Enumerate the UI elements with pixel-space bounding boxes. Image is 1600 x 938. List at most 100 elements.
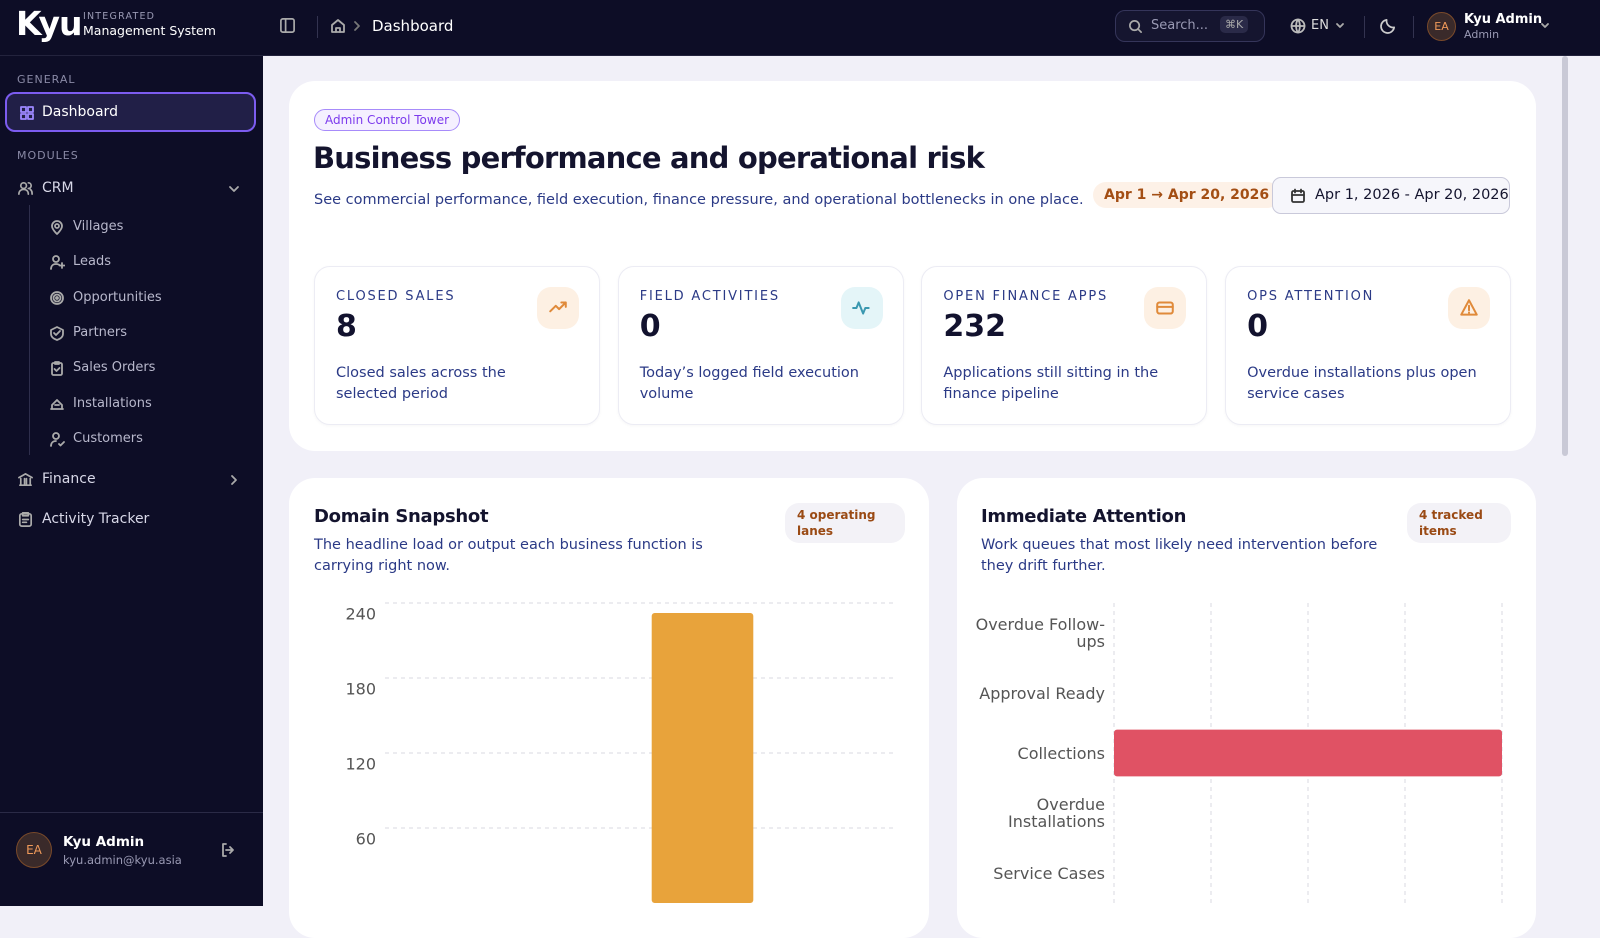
icon <box>50 431 65 447</box>
home-icon[interactable] <box>330 18 346 34</box>
page-subtitle: See commercial performance, field execut… <box>314 192 1084 208</box>
kpi-label: OPS ATTENTION <box>1247 289 1375 304</box>
nav-label[interactable]: Activity Tracker <box>42 511 150 527</box>
y-tick-label: Collections <box>1017 743 1105 763</box>
kpi-card: CLOSED SALES 8 Closed sales across the sel… <box>314 266 600 425</box>
badge: Admin Control Tower <box>314 109 461 131</box>
nav-label: Dashboard <box>42 104 118 120</box>
y-tick-label: Overdue Follow-ups <box>975 615 1105 651</box>
page-title: Business performance and operational ris… <box>313 141 985 175</box>
bar <box>1114 729 1502 777</box>
nav-sub-label[interactable]: Installations <box>73 395 152 411</box>
kpi-card: OPEN FINANCE APPS 232 Applications still s… <box>921 266 1208 425</box>
nav-sub-label[interactable]: Villages <box>73 219 124 234</box>
icon <box>851 301 870 315</box>
y-tick-label: 180 <box>345 680 376 699</box>
user-chevron[interactable] <box>1540 22 1550 30</box>
nav-icon <box>18 181 33 196</box>
charts: 60 120 180 240 <box>345 602 1503 903</box>
language[interactable]: EN <box>1311 18 1329 33</box>
nav-sub-label[interactable]: Opportunities <box>73 289 162 305</box>
y-tick-label: 60 <box>356 830 376 849</box>
language-chevron <box>1336 23 1344 28</box>
kpi-icon <box>840 287 883 329</box>
icon <box>50 398 64 410</box>
nav-sub-label[interactable]: Sales Orders <box>73 360 156 376</box>
brand[interactable]: Kyu <box>16 4 82 43</box>
divider <box>0 812 263 813</box>
y-tick-label: 120 <box>345 755 376 774</box>
shortcut: ⌘K <box>1220 16 1249 33</box>
nav-sub-label[interactable]: Customers <box>73 430 143 446</box>
chevron-right[interactable] <box>229 474 239 486</box>
brand-sub: Management System <box>83 23 216 38</box>
bar <box>651 613 754 903</box>
kpi-description: Today’s logged field execution volume <box>639 365 859 402</box>
logout-button[interactable] <box>220 842 236 858</box>
section-label: MODULES <box>17 149 79 162</box>
icon <box>50 255 66 271</box>
breadcrumb-chevron <box>354 21 360 31</box>
panel-badge: 4 operating lanes <box>785 503 905 543</box>
date-range: Apr 1, 2026 - Apr 20, 2026 <box>1315 187 1509 203</box>
nav-label[interactable]: CRM <box>42 180 74 196</box>
nav-label[interactable]: Finance <box>42 471 96 487</box>
search-placeholder: Search... <box>1151 18 1209 33</box>
nav-icon <box>49 290 65 310</box>
icon <box>50 290 64 305</box>
breadcrumb[interactable]: Dashboard <box>372 17 454 35</box>
kpi-icon <box>537 287 579 329</box>
kpi-icon <box>1448 287 1491 329</box>
search-box[interactable]: Search... ⌘K <box>1115 10 1265 42</box>
kpi-card: FIELD ACTIVITIES 0 Today’s logged field ex… <box>617 266 904 425</box>
icon <box>51 361 63 377</box>
avatar[interactable]: EA <box>1427 12 1456 41</box>
y-tick-label: Overdue Installations <box>1008 795 1105 831</box>
nav-sub-label[interactable]: Leads <box>73 254 112 270</box>
icon <box>549 301 567 313</box>
date-picker[interactable]: Apr 1, 2026 - Apr 20, 2026 <box>1272 177 1510 214</box>
nav-icon <box>49 254 66 274</box>
user-email: kyu.admin@kyu.asia <box>63 853 182 867</box>
sidebar-toggle[interactable] <box>279 17 296 34</box>
nav-icon <box>49 325 65 345</box>
panel-subtitle: The headline load or output each busines… <box>314 537 703 574</box>
nav-icon <box>49 396 65 416</box>
calendar-icon <box>1291 188 1305 203</box>
tree-line <box>29 205 30 455</box>
kpi-value: 8 <box>336 309 357 344</box>
kpi-card: OPS ATTENTION 0 Overdue installations plus… <box>1225 266 1512 425</box>
icon <box>50 325 64 341</box>
chevron-down[interactable] <box>228 184 240 194</box>
icon <box>1460 299 1478 316</box>
divider <box>1364 16 1365 38</box>
immediate-attention-panel: Immediate Attention Work queues that mos… <box>957 478 1536 938</box>
avatar[interactable]: EA <box>16 832 52 868</box>
y-tick-label: Service Cases <box>993 863 1105 883</box>
kpi-label: CLOSED SALES <box>336 289 456 304</box>
nav-icon <box>49 431 65 451</box>
kpi-label: OPEN FINANCE APPS <box>943 289 1109 304</box>
kpi-label: FIELD ACTIVITIES <box>639 289 780 304</box>
domain-snapshot-panel: Domain Snapshot The headline load or out… <box>289 478 929 938</box>
user-name: Kyu Admin <box>63 834 145 850</box>
icon <box>51 220 63 235</box>
y-tick-label: Approval Ready <box>979 683 1105 703</box>
user-role: Admin <box>1464 28 1500 41</box>
user-name: Kyu Admin <box>1464 12 1543 27</box>
kpi-value: 232 <box>943 309 1007 344</box>
divider <box>1413 16 1414 38</box>
divider <box>317 16 318 38</box>
kpi-description: Closed sales across the selected period <box>336 365 506 402</box>
nav-item-active[interactable]: Dashboard <box>5 92 256 132</box>
kpi-value: 0 <box>1247 309 1268 344</box>
nav-icon <box>49 219 65 239</box>
theme-toggle[interactable] <box>1380 17 1397 34</box>
panel-badge: 4 tracked items <box>1407 503 1511 543</box>
section-label: GENERAL <box>17 73 76 86</box>
nav-icon <box>49 360 65 380</box>
kpi-value: 0 <box>639 309 661 344</box>
nav-icon <box>18 472 33 487</box>
nav-sub-label[interactable]: Partners <box>73 324 128 340</box>
